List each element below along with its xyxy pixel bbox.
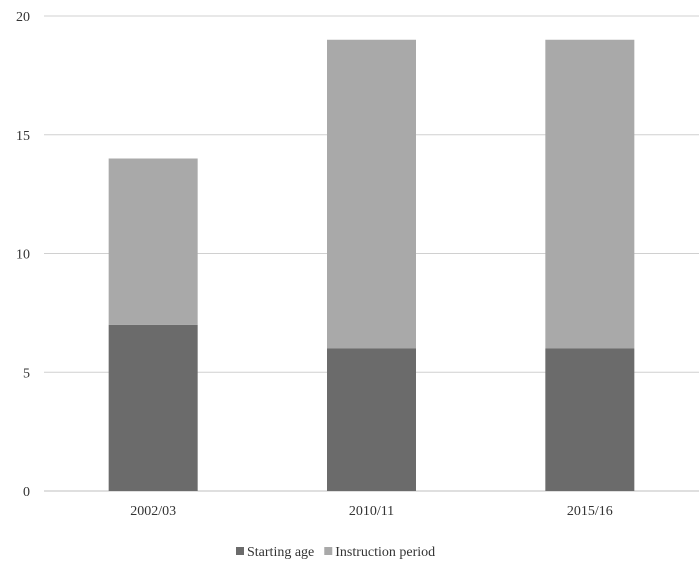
bar-starting-age-2010-11 — [327, 348, 416, 491]
legend: Starting age Instruction period — [236, 545, 435, 560]
bar-starting-age-2015-16 — [545, 348, 635, 491]
legend-label-instruction-period: Instruction period — [335, 545, 435, 560]
bar-instruction-period-2015-16 — [545, 39, 635, 349]
legend-swatch-instruction-period — [324, 547, 333, 555]
y-tick-label: 20 — [16, 10, 30, 25]
bar-instruction-period-2002-03 — [108, 158, 198, 325]
x-tick-label: 2010/11 — [349, 504, 394, 519]
x-axis-tick-labels: 2002/03 2010/11 2015/16 — [130, 504, 613, 519]
y-tick-label: 5 — [23, 366, 30, 381]
x-tick-label: 2015/16 — [567, 504, 613, 519]
y-tick-label: 15 — [16, 129, 30, 144]
bar-instruction-period-2010-11 — [327, 39, 416, 349]
bars — [108, 39, 635, 491]
legend-label-starting-age: Starting age — [247, 545, 314, 560]
y-axis-tick-labels: 0 5 10 15 20 — [16, 10, 30, 500]
y-tick-label: 0 — [23, 485, 30, 500]
legend-swatch-starting-age — [236, 547, 244, 555]
x-tick-label: 2002/03 — [130, 504, 176, 519]
y-tick-label: 10 — [16, 248, 30, 263]
bar-starting-age-2002-03 — [108, 324, 198, 491]
